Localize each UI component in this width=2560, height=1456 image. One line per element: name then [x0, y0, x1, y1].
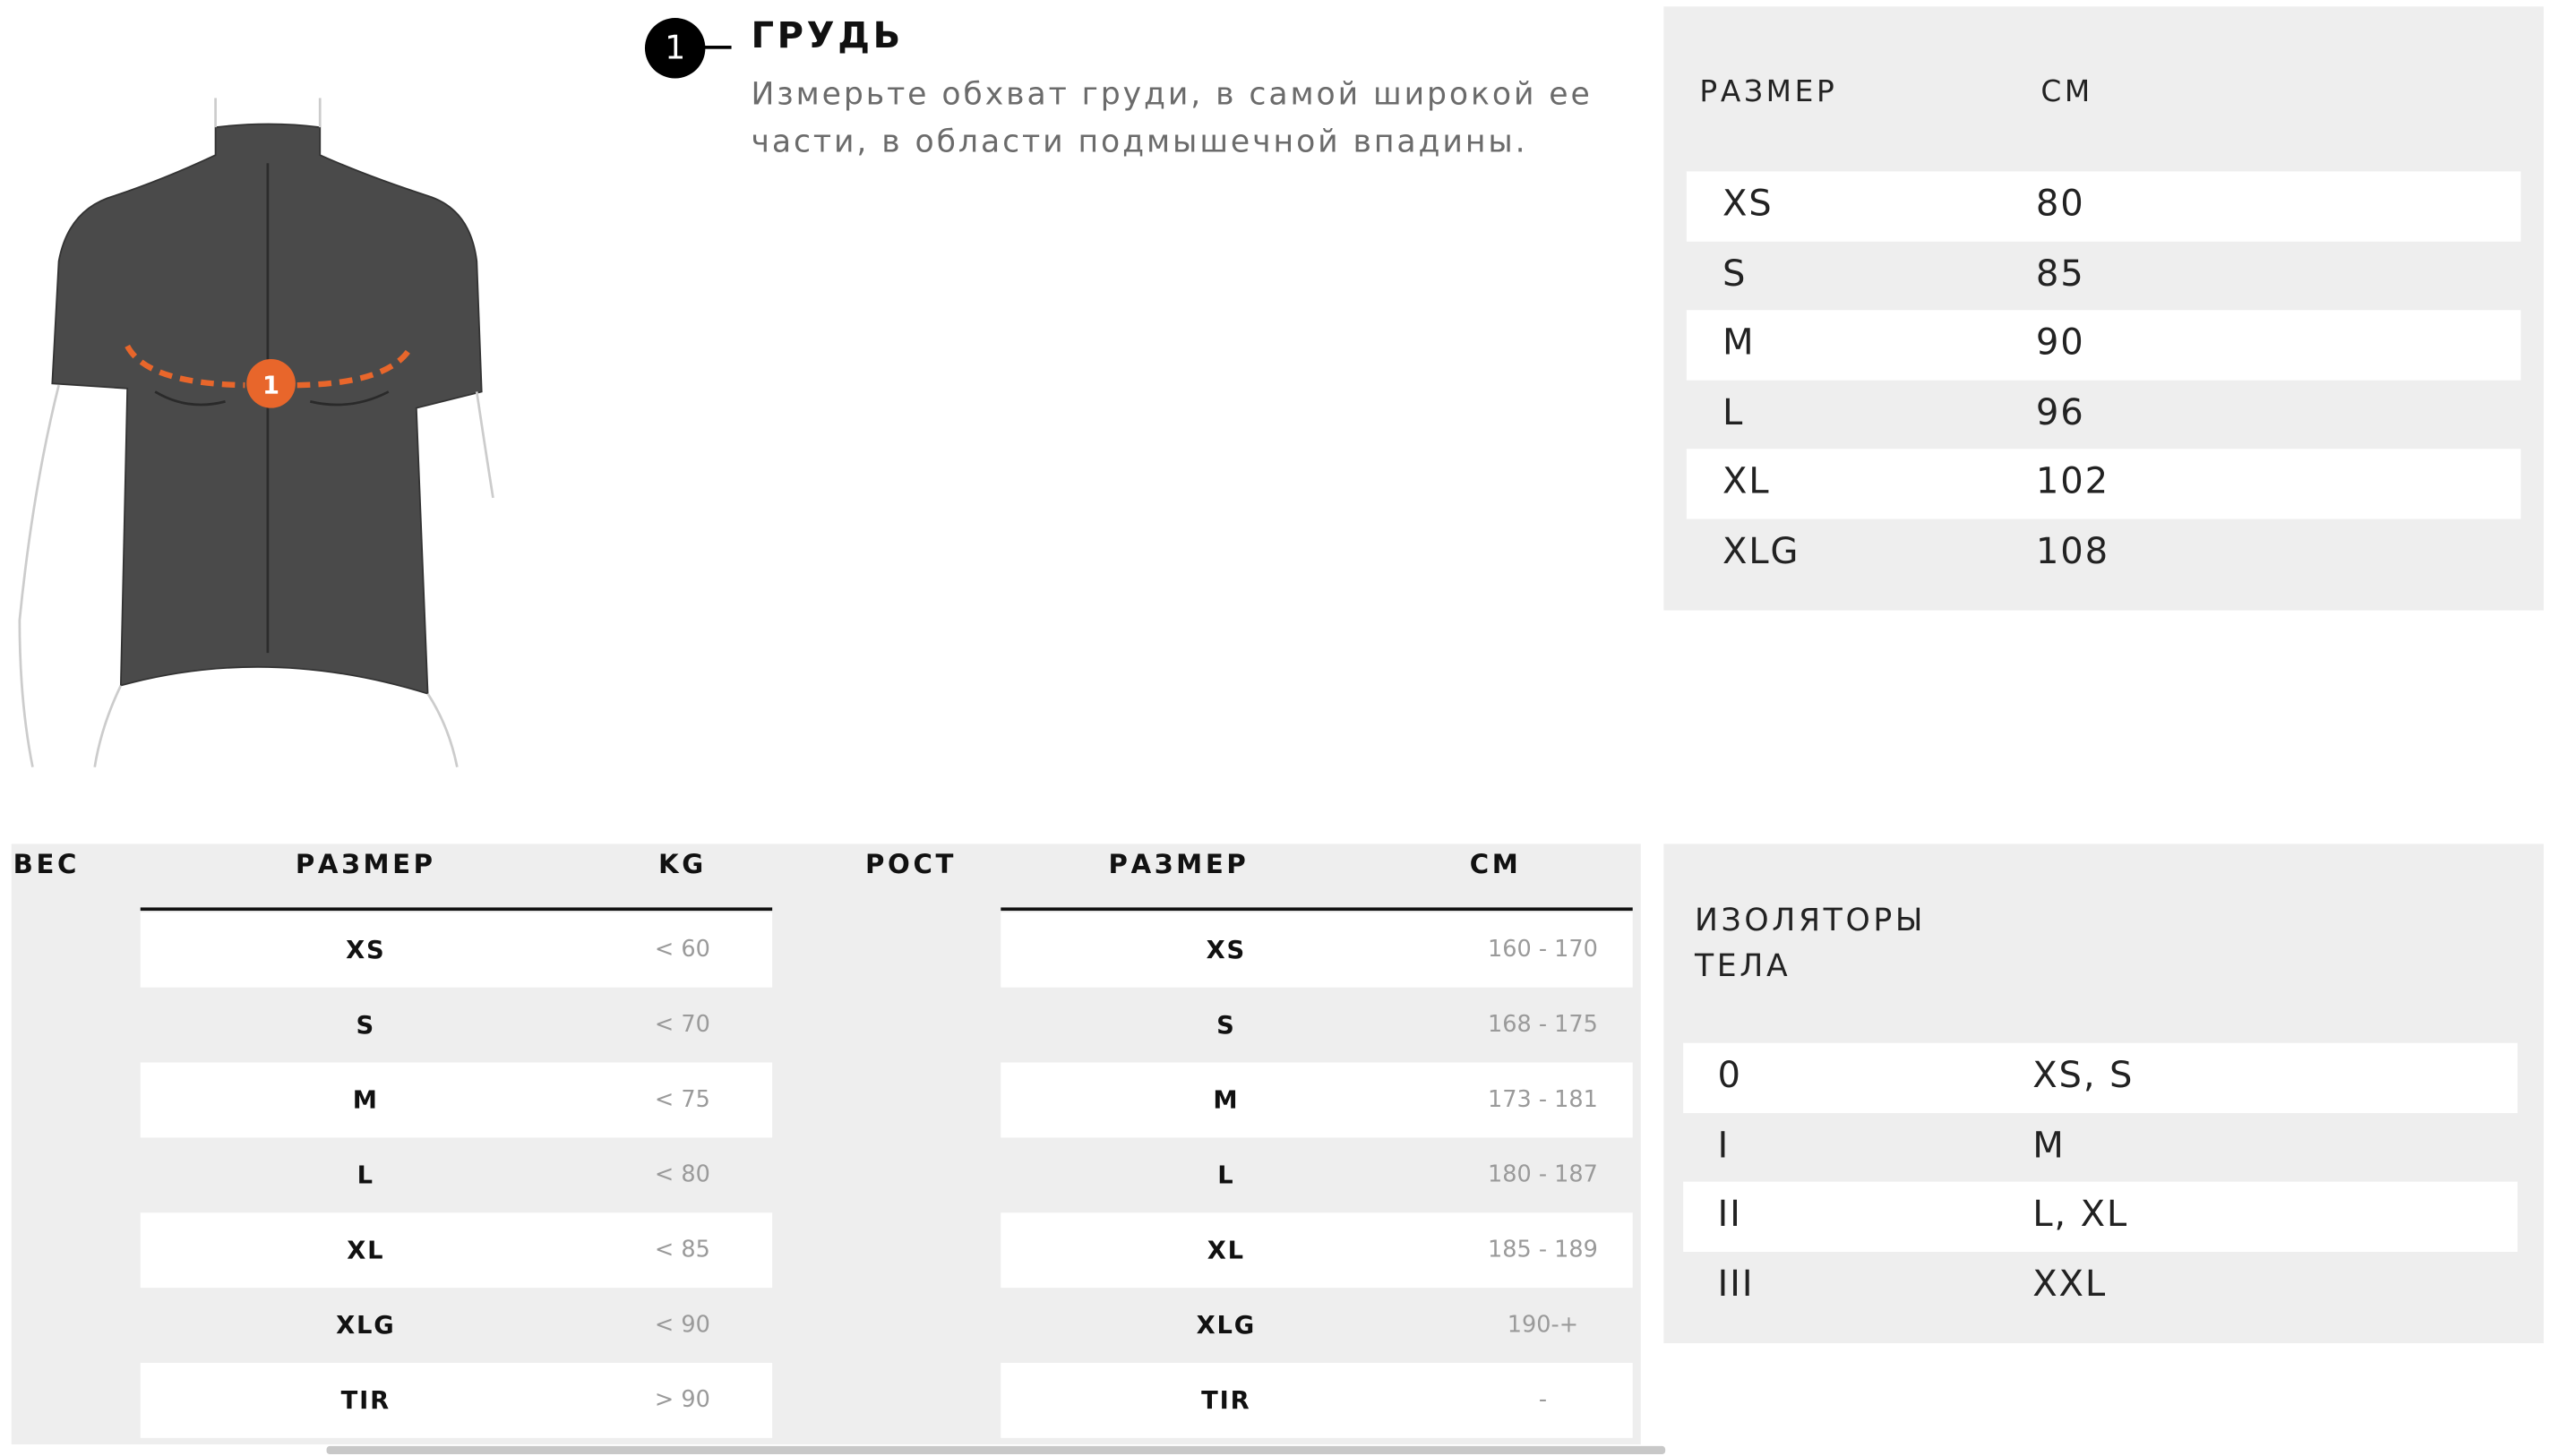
- value-cell: 180 - 187: [1488, 1161, 1598, 1188]
- value-cell: 168 - 175: [1488, 1012, 1598, 1039]
- weight-label: ВЕС: [13, 848, 81, 880]
- sizes-cell: M: [2032, 1125, 2066, 1167]
- cm-cell: 108: [2035, 532, 2109, 573]
- measure-title: ГРУДЬ: [751, 16, 904, 57]
- size-cell: XL: [347, 1235, 385, 1265]
- size-cell: L: [1722, 392, 1745, 434]
- value-cell: 190-+: [1507, 1312, 1579, 1339]
- jersey-illustration: 1: [18, 98, 494, 767]
- size-cell: XL: [1207, 1235, 1245, 1265]
- header-cm: СМ: [2040, 74, 2093, 110]
- size-cell: XLG: [336, 1310, 396, 1340]
- size-cell: S: [1216, 1010, 1236, 1041]
- chest-row: L 96: [1687, 380, 2521, 449]
- sizes-cell: XS, S: [2032, 1056, 2135, 1097]
- weight-row: TIR > 90: [140, 1362, 773, 1438]
- value-cell: < 80: [654, 1161, 710, 1188]
- badge-connector: [701, 46, 732, 49]
- height-row: XS 160 - 170: [1001, 912, 1633, 988]
- cm-cell: 102: [2035, 462, 2109, 504]
- chest-row: M 90: [1686, 310, 2521, 381]
- insulators-title-line2: ТЕЛА: [1694, 947, 1791, 985]
- size-cell: M: [1722, 323, 1756, 364]
- height-header-cm: СМ: [1469, 848, 1522, 880]
- cm-cell: 90: [2035, 323, 2085, 364]
- chest-row: XLG 108: [1687, 519, 2521, 588]
- height-header-size: РАЗМЕР: [1108, 848, 1250, 880]
- value-cell: 160 - 170: [1488, 937, 1598, 964]
- level-cell: 0: [1717, 1056, 1742, 1097]
- level-cell: III: [1717, 1263, 1755, 1306]
- chest-row: S 85: [1687, 241, 2521, 310]
- size-cell: S: [356, 1010, 376, 1041]
- size-cell: M: [1213, 1085, 1240, 1115]
- weight-row: M < 75: [140, 1062, 773, 1138]
- svg-text:1: 1: [262, 372, 279, 399]
- value-cell: < 75: [654, 1086, 710, 1114]
- level-cell: II: [1717, 1195, 1742, 1236]
- size-cell: XS: [1722, 184, 1774, 226]
- size-cell: XL: [1722, 462, 1771, 504]
- level-cell: I: [1717, 1125, 1731, 1167]
- value-cell: 185 - 189: [1488, 1237, 1598, 1263]
- weight-row: XL < 85: [140, 1212, 773, 1289]
- value-cell: < 60: [654, 937, 710, 964]
- weight-row: XLG < 90: [141, 1288, 772, 1363]
- height-row: TIR -: [1001, 1362, 1633, 1438]
- measure-description: Измерьте обхват груди, в самой широкой е…: [751, 76, 1593, 159]
- size-cell: XS: [1206, 935, 1247, 965]
- value-cell: < 85: [654, 1237, 710, 1263]
- value-cell: < 90: [654, 1312, 710, 1339]
- size-cell: XS: [346, 935, 386, 965]
- size-cell: S: [1722, 253, 1748, 295]
- insulator-row: III XXL: [1683, 1251, 2517, 1320]
- sizes-cell: XXL: [2032, 1263, 2108, 1306]
- weight-header-kg: KG: [657, 848, 707, 880]
- weight-row: S < 70: [141, 988, 772, 1063]
- size-cell: L: [1217, 1160, 1235, 1190]
- step-badge: 1: [644, 18, 706, 79]
- cm-cell: 85: [2035, 253, 2085, 295]
- cm-cell: 96: [2035, 392, 2085, 434]
- value-cell: 173 - 181: [1488, 1086, 1598, 1114]
- height-row: S 168 - 175: [1001, 988, 1632, 1063]
- size-cell: XLG: [1722, 532, 1800, 573]
- cm-cell: 80: [2035, 184, 2085, 226]
- size-cell: TIR: [1201, 1385, 1251, 1416]
- value-cell: < 70: [654, 1012, 710, 1039]
- height-row: XLG 190-+: [1001, 1288, 1632, 1363]
- height-row: L 180 - 187: [1001, 1137, 1632, 1212]
- insulators-title-line1: ИЗОЛЯТОРЫ: [1694, 902, 1927, 939]
- insulator-row: 0 XS, S: [1683, 1042, 2518, 1113]
- height-row: M 173 - 181: [1001, 1062, 1633, 1138]
- weight-header-size: РАЗМЕР: [295, 848, 436, 880]
- height-divider: [1001, 907, 1633, 912]
- size-cell: XLG: [1196, 1310, 1257, 1340]
- chest-marker-icon: [246, 358, 296, 408]
- size-cell: M: [352, 1085, 379, 1115]
- chest-row: XL 102: [1686, 449, 2521, 519]
- horizontal-scrollbar[interactable]: [326, 1445, 1666, 1455]
- height-label: РОСТ: [865, 848, 958, 880]
- sizes-cell: L, XL: [2032, 1195, 2129, 1236]
- size-cell: L: [357, 1160, 374, 1190]
- weight-row: L < 80: [141, 1137, 772, 1212]
- weight-divider: [140, 907, 773, 912]
- weight-row: XS < 60: [140, 912, 773, 988]
- insulators-table: ИЗОЛЯТОРЫ ТЕЛА 0 XS, S I M II L, XL III XXL: [1663, 844, 2544, 1344]
- header-size: РАЗМЕР: [1699, 74, 1838, 110]
- value-cell: -: [1538, 1387, 1548, 1414]
- size-cell: TIR: [340, 1385, 391, 1416]
- insulator-row: II L, XL: [1683, 1181, 2518, 1252]
- chest-size-table: РАЗМЕР СМ XS 80 S 85 M 90 L 96 XL 102 XLG 108: [1663, 6, 2544, 611]
- height-row: XL 185 - 189: [1001, 1212, 1633, 1289]
- value-cell: > 90: [654, 1387, 710, 1414]
- chest-row: XS 80: [1686, 171, 2521, 241]
